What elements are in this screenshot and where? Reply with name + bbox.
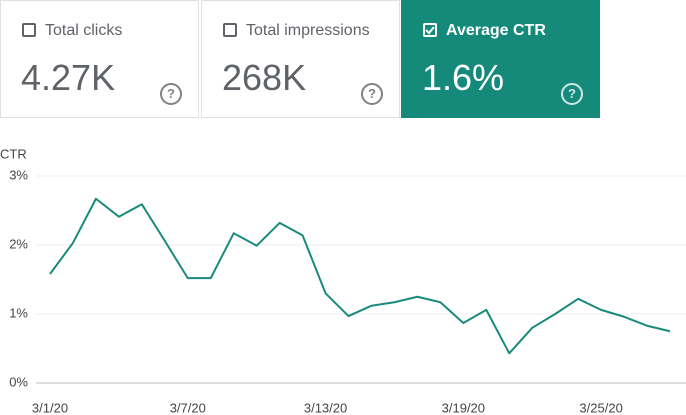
metric-card[interactable]: Total clicks 4.27K ? bbox=[0, 0, 199, 118]
x-tick-label: 3/25/20 bbox=[579, 400, 622, 415]
data-line bbox=[49, 197, 671, 355]
y-tick-label: 1% bbox=[9, 305, 28, 320]
help-icon[interactable]: ? bbox=[160, 83, 182, 105]
help-icon[interactable]: ? bbox=[561, 83, 583, 105]
y-tick-label: 0% bbox=[9, 374, 28, 389]
y-tick-label: 3% bbox=[9, 167, 28, 182]
y-axis-label: CTR bbox=[0, 146, 27, 161]
metric-value: 4.27K bbox=[21, 57, 116, 98]
checkbox[interactable] bbox=[223, 23, 237, 37]
metric-value: 1.6% bbox=[422, 57, 505, 98]
metric-card[interactable]: Average CTR 1.6% ? bbox=[401, 0, 600, 118]
metric-label: Average CTR bbox=[446, 22, 546, 39]
x-tick-label: 3/13/20 bbox=[304, 400, 347, 415]
x-tick-label: 3/1/20 bbox=[32, 400, 68, 415]
x-tick-label: 3/7/20 bbox=[170, 400, 206, 415]
metric-label: Total impressions bbox=[246, 22, 370, 39]
metric-card[interactable]: Total impressions 268K ? bbox=[201, 0, 400, 118]
y-tick-label: 2% bbox=[9, 236, 28, 251]
help-icon[interactable]: ? bbox=[361, 83, 383, 105]
metric-label: Total clicks bbox=[45, 22, 123, 39]
checkbox[interactable] bbox=[22, 23, 36, 37]
metric-value: 268K bbox=[222, 57, 307, 98]
x-tick-label: 3/19/20 bbox=[442, 400, 485, 415]
checkbox[interactable] bbox=[423, 23, 437, 37]
